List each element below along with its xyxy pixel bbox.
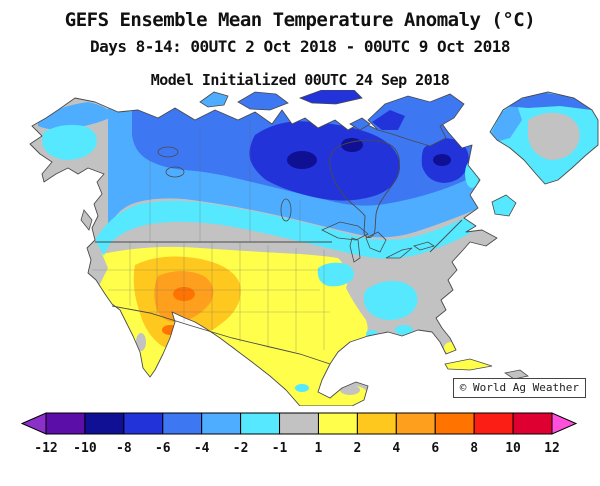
cuba — [444, 358, 493, 371]
scale-label: 8 — [470, 441, 478, 456]
header: GEFS Ensemble Mean Temperature Anomaly (… — [0, 0, 600, 90]
hudson-bay-outline — [329, 139, 400, 238]
colorbar: -12 -10 -8 -6 -4 -2 -1 1 2 4 6 8 10 12 — [20, 412, 578, 456]
greenland-neutral-core — [528, 112, 580, 160]
southampton-island — [349, 117, 371, 131]
arctic-islands — [80, 90, 517, 231]
scale-segment — [279, 412, 319, 435]
vancouver-island — [80, 209, 93, 231]
scale-label: 4 — [392, 441, 400, 456]
great-bear-lake — [157, 146, 179, 158]
baffin-cold-core — [372, 110, 405, 130]
st-lawrence-river — [429, 219, 463, 253]
neutral-patch-baja — [136, 333, 146, 351]
scale-label: -6 — [155, 441, 171, 456]
map-area: © World Ag Weather — [0, 90, 600, 406]
cool-patch-alaska-north — [38, 102, 114, 130]
cool-patch-appalachia — [363, 281, 418, 320]
scale-label: -12 — [34, 441, 57, 456]
caribbean-islands — [444, 358, 529, 380]
north-america-map — [0, 90, 600, 406]
model-init-line: Model Initialized 00UTC 24 Sep 2018 — [150, 71, 450, 89]
scale-segment — [317, 412, 358, 435]
lake-superior — [321, 221, 369, 241]
cool-anomaly-minus1-band — [95, 182, 497, 259]
scale-segment — [84, 412, 125, 435]
scale-segment — [395, 412, 436, 435]
scale-arrow-below — [20, 412, 47, 435]
cool-anomaly-minus6 — [249, 121, 400, 201]
lake-michigan — [349, 237, 361, 263]
cool-patch-gulf — [395, 325, 413, 335]
newfoundland — [491, 194, 517, 217]
cool-patch-midwest — [317, 262, 354, 287]
banks-island — [199, 91, 229, 108]
scale-label: -1 — [272, 441, 288, 456]
hispaniola — [503, 369, 529, 380]
scale-label: 2 — [353, 441, 361, 456]
cool-anomaly-minus8 — [433, 154, 451, 166]
state-lines — [92, 120, 330, 352]
cool-anomaly-minus8 — [341, 138, 363, 152]
lake-ontario — [413, 241, 435, 251]
map-title: GEFS Ensemble Mean Temperature Anomaly (… — [64, 9, 536, 31]
scale-segment — [201, 412, 242, 435]
neutral-patch-yucatan — [340, 385, 360, 395]
scale-label: -2 — [233, 441, 249, 456]
scale-label: 6 — [431, 441, 439, 456]
great-slave-lake — [165, 166, 185, 178]
scale-label: -10 — [73, 441, 97, 456]
cool-patch-alaska-central — [42, 124, 97, 160]
scale-segment — [162, 412, 203, 435]
political-borders — [95, 219, 463, 365]
ellesmere-island — [298, 90, 363, 105]
scale-arrow-above — [551, 412, 578, 435]
scale-label: 12 — [544, 441, 560, 456]
scale-label: -4 — [194, 441, 210, 456]
scale-segment — [356, 412, 397, 435]
scale-segment — [512, 412, 553, 435]
victoria-island — [237, 91, 289, 111]
coastline — [29, 97, 498, 406]
watermark: © World Ag Weather — [452, 378, 586, 398]
us-mexico-border — [111, 305, 331, 365]
lake-huron — [365, 231, 387, 253]
scale-segment — [240, 412, 281, 435]
cool-anomaly-minus8 — [287, 151, 317, 169]
scale-segment — [45, 412, 86, 435]
baffin-island — [367, 93, 465, 147]
scale-segment — [123, 412, 164, 435]
cool-patch-mexico — [295, 384, 309, 392]
greenland-west-cool — [490, 102, 522, 142]
valid-period: Days 8-14: 00UTC 2 Oct 2018 - 00UTC 9 Oc… — [89, 37, 511, 56]
scale-label: -8 — [116, 441, 132, 456]
lake-erie — [385, 247, 413, 259]
lake-winnipeg — [280, 198, 292, 222]
greenland-north-cool — [503, 92, 592, 110]
scale-label: 10 — [505, 441, 521, 456]
scale-segment — [473, 412, 514, 435]
greenland-outline — [489, 91, 599, 185]
scale-label: 1 — [315, 441, 323, 456]
great-lakes — [157, 146, 435, 263]
scale-segment — [434, 412, 475, 435]
